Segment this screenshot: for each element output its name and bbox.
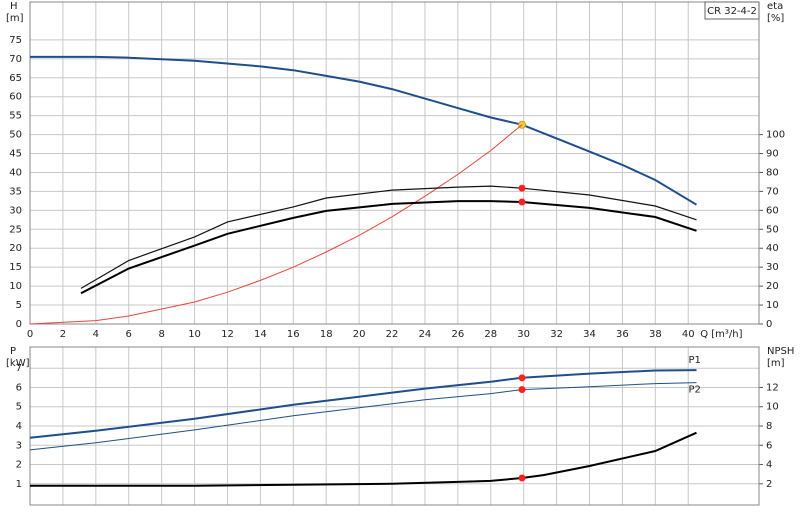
title-box — [704, 1, 760, 20]
duty-point — [518, 386, 526, 394]
plot-frame — [29, 346, 760, 506]
curve — [80, 185, 697, 289]
y2-tick-label: 30 — [766, 262, 779, 273]
y2-tick-label: 10 — [766, 300, 779, 311]
y-tick-label: 70 — [9, 54, 22, 65]
x-tick-label: 34 — [583, 329, 596, 340]
y2-tick-label: 80 — [766, 167, 779, 178]
x-axis-label: Q [m³/h] — [700, 329, 742, 340]
x-tick-label: 8 — [158, 329, 164, 340]
curve — [30, 55, 698, 206]
x-tick-label: 14 — [254, 329, 267, 340]
y-tick-label: 3 — [16, 440, 22, 451]
y2-tick-label: 90 — [766, 149, 779, 160]
y-tick-label: 2 — [16, 460, 22, 471]
y2-tick-label: 6 — [766, 440, 772, 451]
y2-tick-label: 60 — [766, 205, 779, 216]
curve — [29, 382, 697, 451]
y-tick-label: 45 — [9, 149, 22, 160]
y-tick-label: 30 — [9, 205, 22, 216]
x-tick-label: 10 — [188, 329, 201, 340]
x-tick-label: 22 — [386, 329, 399, 340]
series-label: P1 — [688, 355, 700, 366]
series-label: P2 — [688, 385, 700, 396]
duty-point — [518, 374, 526, 382]
x-tick-label: 4 — [93, 329, 99, 340]
y2-tick-label: 2 — [766, 479, 772, 490]
y2-tick-label: 40 — [766, 243, 779, 254]
y-axis-unit: [m] — [6, 13, 24, 24]
y-tick-label: 4 — [16, 421, 22, 432]
x-tick-label: 6 — [126, 329, 132, 340]
x-tick-label: 16 — [287, 329, 300, 340]
x-tick-label: 32 — [550, 329, 563, 340]
y-tick-label: 65 — [9, 73, 22, 84]
y2-axis-label: eta — [767, 1, 783, 12]
y-tick-label: 5 — [16, 402, 22, 413]
y-tick-label: 6 — [16, 382, 22, 393]
y-axis-label: H — [10, 1, 18, 12]
duty-point — [518, 198, 526, 206]
x-tick-label: 26 — [451, 329, 464, 340]
y2-tick-label: 70 — [766, 186, 779, 197]
curve — [29, 369, 697, 439]
y-tick-label: 5 — [16, 300, 22, 311]
curve — [30, 431, 697, 487]
y-tick-label: 35 — [9, 186, 22, 197]
x-tick-label: 12 — [221, 329, 234, 340]
x-tick-label: 24 — [419, 329, 432, 340]
y-axis-unit: [kW] — [6, 358, 30, 369]
y-tick-label: 25 — [9, 224, 22, 235]
y-tick-label: 7 — [16, 363, 22, 374]
y2-axis-unit: [%] — [767, 13, 784, 24]
x-tick-label: 40 — [682, 329, 695, 340]
x-tick-label: 18 — [320, 329, 333, 340]
x-tick-label: 30 — [517, 329, 530, 340]
y2-tick-label: 50 — [766, 224, 779, 235]
chart-title: CR 32-4-2 — [707, 6, 757, 17]
y2-axis-unit: [m] — [767, 358, 785, 369]
y-tick-label: 50 — [9, 130, 22, 141]
y2-tick-label: 8 — [766, 421, 772, 432]
duty-point — [518, 184, 526, 192]
x-tick-label: 0 — [27, 329, 33, 340]
y2-tick-label: 4 — [766, 460, 772, 471]
x-tick-label: 2 — [60, 329, 66, 340]
plot-frame — [29, 1, 760, 325]
x-tick-label: 36 — [616, 329, 629, 340]
curve — [80, 200, 697, 295]
y-tick-label: 0 — [16, 319, 22, 330]
duty-point — [518, 474, 526, 482]
x-tick-label: 38 — [649, 329, 662, 340]
y-tick-label: 40 — [9, 167, 22, 178]
y-tick-label: 75 — [9, 35, 22, 46]
y2-tick-label: 0 — [766, 319, 772, 330]
y-tick-label: 55 — [9, 111, 22, 122]
y-tick-label: 15 — [9, 262, 22, 273]
x-tick-label: 20 — [353, 329, 366, 340]
y2-axis-label: NPSH — [767, 346, 794, 357]
y-axis-label: P — [10, 346, 16, 357]
curve — [29, 124, 523, 325]
x-tick-label: 28 — [484, 329, 497, 340]
y2-tick-label: 20 — [766, 281, 779, 292]
y2-tick-label: 12 — [766, 382, 779, 393]
y2-tick-label: 100 — [766, 130, 785, 141]
y2-tick-label: 10 — [766, 402, 779, 413]
y-tick-label: 1 — [16, 479, 22, 490]
y-tick-label: 20 — [9, 243, 22, 254]
y-tick-label: 10 — [9, 281, 22, 292]
y-tick-label: 60 — [9, 92, 22, 103]
